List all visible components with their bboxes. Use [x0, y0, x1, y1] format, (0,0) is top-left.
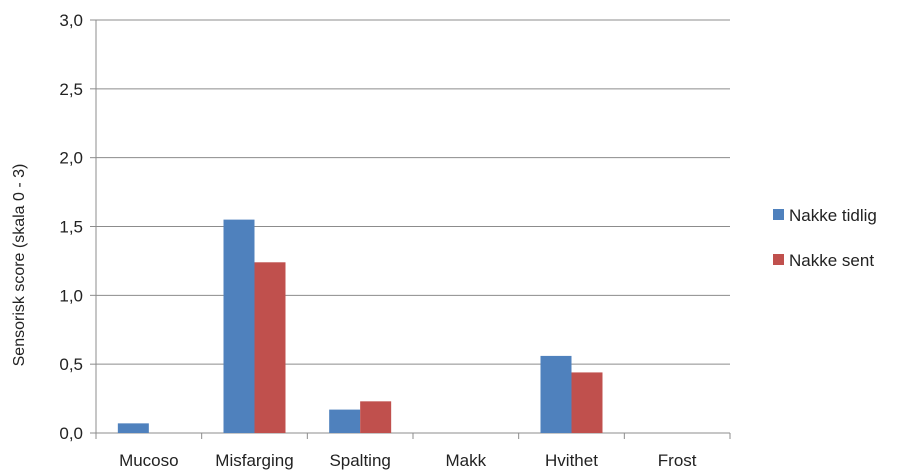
- bar-nakke-tidlig-hvithet: [540, 355, 572, 433]
- gridlines: [96, 19, 730, 365]
- y-tick-label: 0,0: [59, 424, 83, 443]
- legend-label: Nakke sent: [789, 251, 874, 270]
- bar-nakke-sent-misfarging: [254, 262, 286, 433]
- legend-label: Nakke tidlig: [789, 206, 877, 225]
- y-tick-label: 3,0: [59, 11, 83, 30]
- bar-nakke-tidlig-misfarging: [223, 219, 255, 433]
- y-tick-label: 0,5: [59, 355, 83, 374]
- y-tick-label: 1,0: [59, 286, 83, 305]
- legend-swatch: [773, 254, 784, 265]
- legend: Nakke tidlig Nakke sent: [773, 206, 877, 270]
- bars: [117, 219, 603, 433]
- x-tick-label: Mucoso: [119, 451, 179, 470]
- bar-nakke-sent-spalting: [360, 401, 392, 433]
- legend-swatch: [773, 209, 784, 220]
- x-axis-labels: Mucoso Misfarging Spalting Makk Hvithet Frost: [119, 451, 697, 470]
- y-tick-label: 2,0: [59, 149, 83, 168]
- bar-nakke-tidlig-spalting: [329, 409, 361, 433]
- x-tick-label: Hvithet: [545, 451, 598, 470]
- y-tick-label: 1,5: [59, 218, 83, 237]
- x-tick-label: Spalting: [329, 451, 390, 470]
- y-axis-title: Sensorisk score (skala 0 - 3): [11, 164, 28, 367]
- y-axis: 0,0 0,5 1,0 1,5 2,0 2,5 3,0: [59, 11, 96, 443]
- bar-nakke-sent-hvithet: [571, 372, 603, 433]
- x-tick-label: Frost: [658, 451, 697, 470]
- x-axis: [95, 20, 731, 439]
- bar-nakke-tidlig-mucoso: [117, 423, 149, 433]
- y-tick-label: 2,5: [59, 80, 83, 99]
- x-tick-label: Misfarging: [215, 451, 293, 470]
- x-tick-label: Makk: [446, 451, 487, 470]
